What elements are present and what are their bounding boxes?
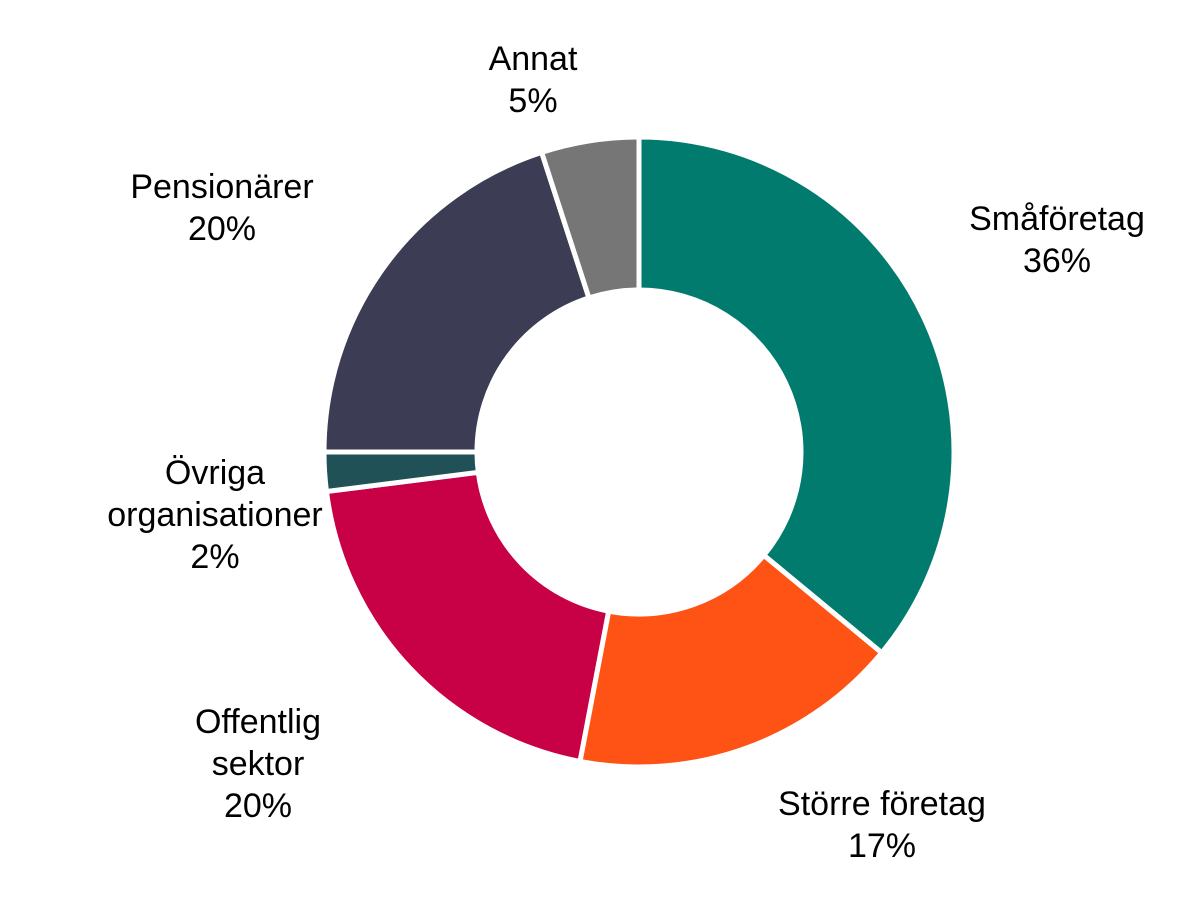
slice-name: sektor (212, 745, 305, 783)
slice-name: Pensionärer (130, 168, 313, 206)
slice-annat (538, 134, 642, 302)
slice-storre-foretag (577, 551, 886, 770)
slice-name: Småföretag (969, 200, 1145, 238)
slice-percent: 36% (1023, 242, 1091, 280)
slice-percent: 17% (848, 827, 916, 865)
label-offentlig-sektor: Offentlig sektor 20% (195, 703, 321, 825)
label-smaforetag: Småföretag 36% (969, 200, 1145, 280)
donut-slices (321, 134, 957, 770)
label-ovriga-organisationer: Övriga organisationer 2% (107, 454, 322, 576)
slice-percent: 5% (508, 82, 557, 120)
label-pensionarer: Pensionärer 20% (130, 168, 313, 248)
slice-percent: 20% (224, 787, 292, 825)
slice-name: Större företag (778, 785, 986, 823)
slice-name: Offentlig (195, 703, 321, 741)
slice-offentlig-sektor (323, 469, 612, 765)
slice-labels: Småföretag 36% Större företag 17% Offentlig s… (107, 40, 1145, 865)
slice-smaforetag (636, 134, 957, 657)
label-storre-foretag: Större företag 17% (778, 785, 986, 865)
slice-name: organisationer (107, 496, 322, 534)
slice-percent: 2% (190, 538, 239, 576)
slice-percent: 20% (188, 210, 256, 248)
slice-name: Övriga (165, 454, 265, 492)
label-annat: Annat 5% (489, 40, 578, 120)
slice-name: Annat (489, 40, 578, 78)
slice-pensionarer (321, 149, 593, 455)
